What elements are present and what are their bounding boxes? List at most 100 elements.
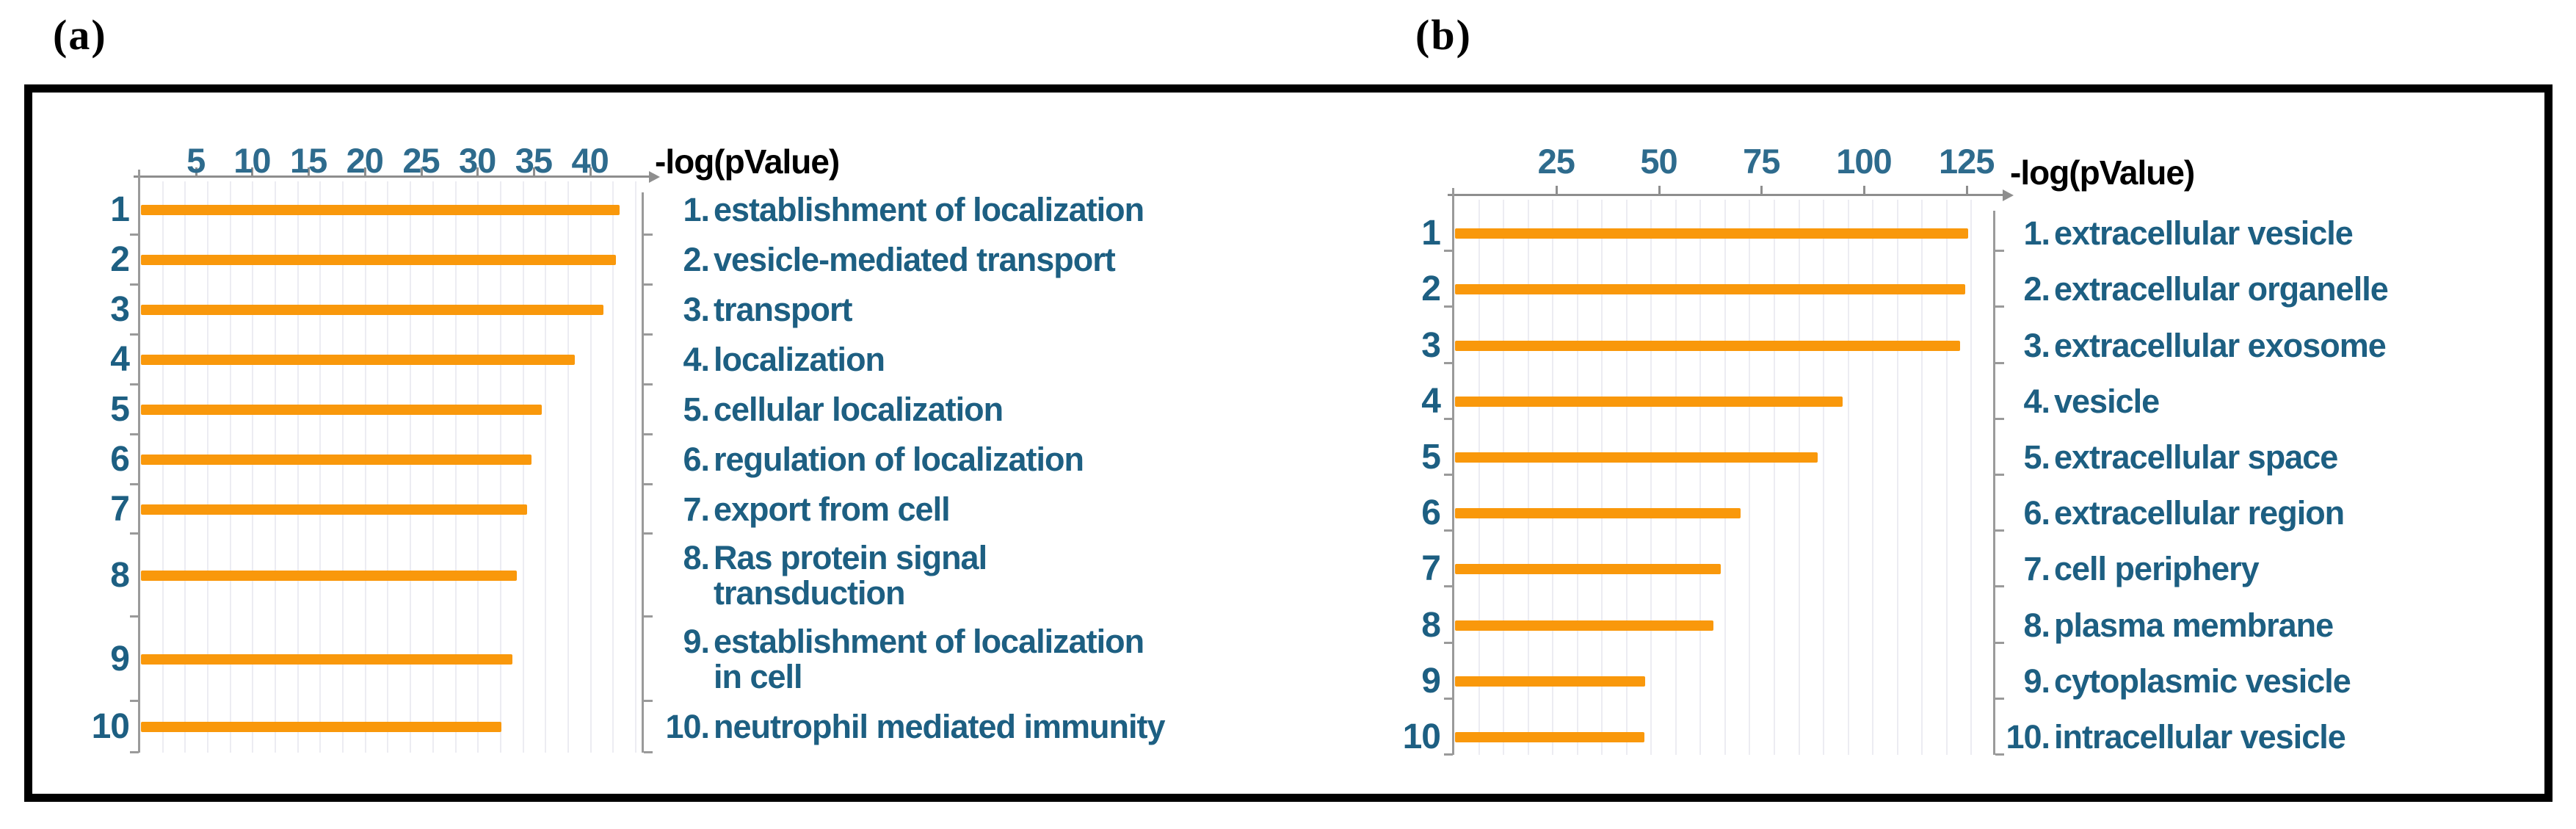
category-number: 3. — [683, 291, 710, 328]
bar — [1455, 228, 1968, 239]
bar — [141, 405, 543, 415]
x-axis-tick — [1965, 186, 1968, 195]
x-axis-tick — [420, 167, 423, 177]
rank-label: 1 — [110, 190, 130, 229]
x-axis-tick — [1760, 186, 1763, 195]
gridline — [387, 181, 389, 753]
bar — [141, 654, 513, 665]
category-number: 2. — [683, 241, 710, 278]
category-label-line: extracellular organelle — [2054, 270, 2389, 308]
row-boundary-tick — [1995, 361, 2004, 364]
category-number: 9. — [2023, 662, 2050, 700]
gridline — [1921, 200, 1923, 755]
row-boundary-tick — [1444, 697, 1453, 700]
gridline — [1601, 200, 1603, 755]
gridline — [612, 181, 614, 753]
row-boundary-tick — [644, 532, 653, 535]
gridline — [162, 181, 164, 753]
category-label: cytoplasmic vesicle — [2054, 663, 2351, 699]
gridline — [1527, 200, 1529, 755]
category-label-line: establishment of localization — [714, 191, 1144, 228]
row-boundary-tick — [1444, 250, 1453, 253]
rank-label: 10 — [91, 707, 130, 746]
category-number: 9. — [683, 622, 710, 660]
category-label-line: extracellular vesicle — [2054, 214, 2354, 253]
category-label: vesicle — [2054, 383, 2160, 419]
row-boundary-tick — [1995, 417, 2004, 420]
category-label-line: intracellular vesicle — [2054, 717, 2346, 756]
category-label: extracellular region — [2054, 496, 2345, 531]
rank-label: 2 — [110, 240, 130, 279]
category-label-line: in cell — [714, 657, 803, 695]
category-label: transport — [714, 291, 853, 328]
row-boundary-tick — [1444, 585, 1453, 588]
row-boundary-tick — [644, 283, 653, 286]
gridline — [342, 181, 344, 753]
row-boundary-tick — [1995, 697, 2004, 700]
gridline — [319, 181, 322, 753]
category-number: 10. — [665, 708, 710, 745]
bar — [1455, 284, 1965, 295]
x-axis-arrow-icon — [649, 171, 660, 183]
rank-label: 5 — [1421, 437, 1441, 477]
row-boundary-tick — [1995, 641, 2004, 644]
gridline — [1749, 200, 1751, 755]
x-axis-tick — [195, 167, 197, 177]
row-boundary-tick — [130, 333, 139, 336]
row-boundary-tick — [130, 751, 139, 753]
rank-label: 2 — [1421, 269, 1441, 309]
x-axis-line — [134, 175, 649, 178]
bar — [141, 255, 617, 265]
category-number: 6. — [2023, 494, 2050, 532]
category-label-line: localization — [714, 341, 885, 378]
gridline — [545, 181, 547, 753]
category-label: cellular localization — [714, 392, 1004, 427]
gridline — [1699, 200, 1702, 755]
gridline — [1896, 200, 1898, 755]
axis-title: -log(pValue) — [2010, 153, 2195, 192]
category-label: localization — [714, 342, 885, 377]
category-label-line: transport — [714, 291, 853, 328]
bar — [141, 205, 620, 215]
gridline — [1552, 200, 1554, 755]
row-boundary-tick — [1444, 417, 1453, 420]
gridline — [1625, 200, 1628, 755]
gridline — [499, 181, 501, 753]
x-axis-tick — [532, 167, 535, 177]
row-boundary-tick — [644, 615, 653, 618]
bar — [1455, 340, 1960, 351]
x-axis-arrow-icon — [2003, 189, 2014, 201]
category-number: 8. — [2023, 606, 2050, 644]
row-boundary-tick — [130, 383, 139, 385]
row-boundary-tick — [130, 283, 139, 286]
row-boundary-tick — [644, 333, 653, 336]
category-label: extracellular vesicle — [2054, 214, 2354, 253]
row-boundary-tick — [1444, 361, 1453, 364]
gridline — [1823, 200, 1825, 755]
rank-label: 3 — [110, 290, 130, 329]
category-label: cell periphery — [2054, 551, 2260, 587]
rank-label: 8 — [110, 555, 130, 595]
category-label: intracellular vesicle — [2054, 717, 2346, 756]
x-axis-tick — [251, 167, 254, 177]
gridline — [1675, 200, 1677, 755]
category-label: Ras protein signal transduction — [714, 540, 987, 611]
category-label: vesicle-mediated transport — [714, 241, 1116, 278]
category-number: 3. — [2023, 326, 2050, 364]
category-number: 5. — [683, 391, 710, 428]
rank-label: 3 — [1421, 325, 1441, 365]
bar — [1455, 676, 1646, 687]
x-axis-tick-label: 50 — [1640, 142, 1677, 181]
rank-label: 5 — [110, 390, 130, 429]
category-label-line: vesicle-mediated transport — [714, 241, 1116, 278]
gridline — [432, 181, 434, 753]
x-axis-tick — [363, 167, 366, 177]
figure-border — [24, 84, 2553, 802]
row-boundary-tick — [1995, 753, 2004, 756]
category-label: neutrophil mediated immunity — [714, 709, 1166, 745]
gridline — [364, 181, 366, 753]
gridline — [1503, 200, 1505, 755]
x-axis-line — [1448, 194, 2003, 196]
category-label-line: extracellular exosome — [2054, 326, 2387, 364]
